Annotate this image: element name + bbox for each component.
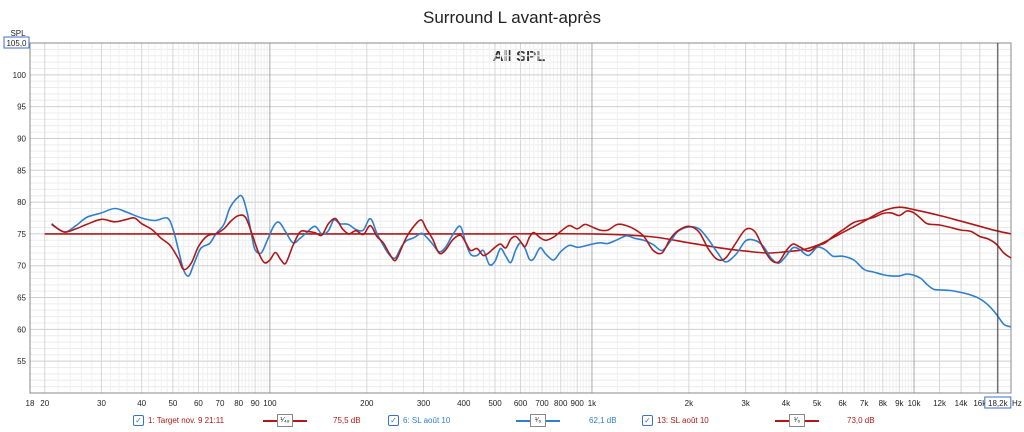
y-tick-label: 95: [17, 103, 26, 112]
x-tick-label: 300: [417, 399, 431, 408]
legend-item-sl13[interactable]: ✓ 13: SL août 10: [642, 415, 709, 426]
legend-item-sl6[interactable]: ✓ 6: SL août 10: [388, 415, 450, 426]
x-tick-label: 30: [97, 399, 106, 408]
x-tick-label: 600: [514, 399, 528, 408]
legend-item-target[interactable]: ✓ 1: Target nov. 9 21:11: [133, 415, 224, 426]
y-tick-label: 75: [17, 230, 26, 239]
legend-label-target: 1: Target nov. 9 21:11: [148, 416, 225, 425]
x-tick-label: 20: [40, 399, 49, 408]
x-tick-label: 12k: [933, 399, 947, 408]
smoothing-control-sl6[interactable]: ¹⁄₆: [516, 414, 560, 427]
smoothing-label-sl6[interactable]: ¹⁄₆: [530, 414, 546, 427]
legend-value-target: 75,5 dB: [333, 416, 361, 425]
x-cursor-box: [984, 396, 1012, 409]
x-tick-label: 6k: [838, 399, 847, 408]
legend-checkbox-sl6[interactable]: ✓: [388, 415, 399, 426]
x-tick-label: 200: [360, 399, 374, 408]
y-tick-labels: 55 60 65 70 75 80 85 90 95 100 105,0: [3, 36, 30, 366]
x-tick-label: 9k: [895, 399, 904, 408]
y-tick-label: 60: [17, 325, 26, 334]
y-tick-label: 55: [17, 357, 26, 366]
x-tick-label: 2k: [685, 399, 694, 408]
y-tick-label: 70: [17, 262, 26, 271]
spl-chart[interactable]: Surround L avant-après All SPL SPL 55606…: [0, 0, 1024, 412]
smoothing-control-target[interactable]: ¹⁄₄₈: [263, 414, 307, 427]
x-tick-label: 70: [216, 399, 225, 408]
x-tick-label: 500: [488, 399, 502, 408]
x-axis-unit: Hz: [1012, 399, 1022, 408]
legend-bar: ✓ 1: Target nov. 9 21:11 ¹⁄₄₈ 75,5 dB ✓ …: [0, 413, 1024, 431]
series-line-2: [51, 194, 1012, 328]
x-tick-label: 7k: [860, 399, 869, 408]
x-tick-label: 4k: [782, 399, 791, 408]
y-tick-label: 90: [17, 134, 26, 143]
smoothing-label-sl13[interactable]: ¹⁄₆: [789, 414, 805, 427]
series-line-3: [51, 210, 1012, 271]
x-tick-label: 40: [137, 399, 146, 408]
smoothing-label-target[interactable]: ¹⁄₄₈: [277, 414, 293, 427]
y-tick-label: 85: [17, 166, 26, 175]
x-tick-label: 700: [535, 399, 549, 408]
x-tick-label: 900: [571, 399, 585, 408]
major-grid: [29, 43, 1011, 393]
legend-value-sl6: 62,1 dB: [589, 416, 617, 425]
legend-checkbox-sl13[interactable]: ✓: [642, 415, 653, 426]
chart-title: Surround L avant-après: [423, 8, 601, 27]
x-tick-label: 14k: [955, 399, 969, 408]
y-axis-label: SPL: [10, 29, 26, 38]
smoothing-control-sl13[interactable]: ¹⁄₆: [775, 414, 819, 427]
legend-label-sl6: 6: SL août 10: [403, 416, 451, 425]
x-tick-label: 16k: [973, 399, 987, 408]
x-tick-label: 8k: [879, 399, 888, 408]
x-tick-label: 80: [234, 399, 243, 408]
x-tick-label: 50: [168, 399, 177, 408]
x-tick-label: 800: [554, 399, 568, 408]
y-max-box: [3, 36, 30, 49]
x-cursor-label: 18,2k: [988, 399, 1009, 408]
legend-value-sl13: 73,0 dB: [847, 416, 875, 425]
legend-label-sl13: 13: SL août 10: [657, 416, 709, 425]
x-tick-label: 5k: [813, 399, 822, 408]
x-tick-label: 10k: [908, 399, 922, 408]
x-tick-label: 60: [194, 399, 203, 408]
plot-frame: [29, 42, 1012, 394]
x-tick-label: 1k: [588, 399, 597, 408]
x-tick-label: 90: [251, 399, 260, 408]
x-tick-labels: 18 20 30 40 50 60 70 80 90 100 200 300 400 500 600 700 8…: [26, 396, 1022, 409]
y-max-label: 105,0: [6, 39, 27, 48]
x-tick-label: 100: [263, 399, 277, 408]
x-tick-label: 18: [26, 399, 35, 408]
series-line-1: [44, 206, 1012, 254]
x-tick-label: 3k: [741, 399, 750, 408]
x-tick-label: 400: [457, 399, 471, 408]
y-tick-label: 100: [13, 71, 27, 80]
series-layer: [44, 194, 1012, 328]
y-tick-label: 65: [17, 294, 26, 303]
y-tick-label: 80: [17, 198, 26, 207]
legend-checkbox-target[interactable]: ✓: [133, 415, 144, 426]
